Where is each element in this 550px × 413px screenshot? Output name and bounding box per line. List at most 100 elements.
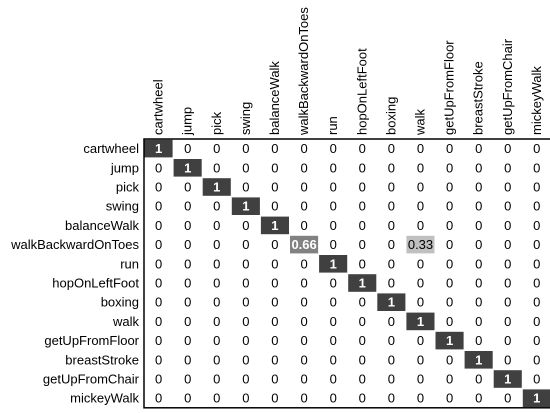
cell-0-0: [144, 139, 173, 158]
cell-value-label: 0: [213, 333, 220, 348]
cell-value-label: 0: [388, 160, 395, 175]
cell-value-label: 1: [417, 314, 424, 329]
cell-value-label: 0: [388, 276, 395, 291]
column-labels: cartwheel jump pick swing balanceWalk walkBac…: [151, 7, 544, 136]
cell-value-label: 0: [184, 314, 191, 329]
cell-value-label: 0: [242, 352, 249, 367]
cell-value-label: 0: [213, 218, 220, 233]
cell-value-label: 0: [300, 180, 307, 195]
cell-11-11: [464, 351, 493, 369]
cell-value-label: 0: [417, 391, 424, 406]
row-label: jump: [110, 160, 139, 175]
cell-value-label: 0: [359, 372, 366, 387]
row-label: walk: [112, 314, 140, 329]
cell-value-label: 0: [359, 199, 366, 214]
row-label: hopOnLeftFoot: [52, 276, 139, 291]
cell-value-label: 1: [533, 391, 540, 406]
cell-value-label: 0: [155, 333, 162, 348]
cell-value-label: 0: [213, 295, 220, 310]
cell-value-label: 0: [475, 333, 482, 348]
cell-value-label: 0: [155, 295, 162, 310]
cell-value-label: 0: [504, 391, 511, 406]
cell-value-label: 0: [242, 256, 249, 271]
column-label: getUpFromChair: [500, 38, 515, 135]
cell-value-label: 0: [330, 352, 337, 367]
cell-value-label: 0: [155, 199, 162, 214]
cell-value-label: 1: [388, 295, 395, 310]
column-label: getUpFromFloor: [442, 40, 457, 135]
cell-value-label: 0: [533, 237, 540, 252]
cell-value-label: 0: [155, 276, 162, 291]
cell-value-label: 0: [475, 295, 482, 310]
cell-value-label: 0: [533, 333, 540, 348]
cell-2-2: [202, 178, 231, 196]
cell-value-label: 0: [213, 314, 220, 329]
cell-value-label: 0: [388, 180, 395, 195]
cell-value-label: 0: [417, 352, 424, 367]
cell-value-label: 0: [300, 256, 307, 271]
cell-value-label: 0: [475, 276, 482, 291]
cell-value-label: 0: [533, 141, 540, 156]
cell-value-label: 0: [388, 314, 395, 329]
cell-value-label: 0: [533, 218, 540, 233]
cell-value-label: 0: [388, 218, 395, 233]
cell-value-label: 1: [446, 333, 453, 348]
cell-value-label: 0: [271, 199, 278, 214]
cell-value-label: 0: [446, 352, 453, 367]
cell-value-label: 0: [359, 295, 366, 310]
cell-value-label: 0: [271, 141, 278, 156]
row-label: swing: [106, 199, 139, 214]
cell-value-label: 0: [271, 256, 278, 271]
cell-value-label: 0: [446, 237, 453, 252]
cell-value-label: 0: [300, 160, 307, 175]
cell-value-label: 0: [330, 237, 337, 252]
cell-value-label: 0: [242, 314, 249, 329]
cell-value-label: 0: [242, 333, 249, 348]
cell-value-label: 0: [388, 391, 395, 406]
cell-value-label: 0: [417, 295, 424, 310]
cell-value-label: 0: [359, 314, 366, 329]
cell-value-label: 1: [475, 352, 482, 367]
cell-value-label: 0: [213, 199, 220, 214]
cell-value-label: 0: [330, 180, 337, 195]
cell-value-label: 0: [504, 352, 511, 367]
cell-value-label: 0: [417, 199, 424, 214]
cell-value-label: 0: [184, 180, 191, 195]
cell-value-label: 0: [446, 199, 453, 214]
cell-value-label: 0: [330, 333, 337, 348]
cell-value-label: 0: [388, 333, 395, 348]
matrix-border: [143, 138, 550, 409]
column-label: boxing: [383, 97, 398, 135]
column-label: swing: [238, 102, 253, 135]
cell-value-label: 0: [533, 256, 540, 271]
cell-value-label: 0: [446, 391, 453, 406]
cell-value-label: 0: [359, 256, 366, 271]
cell-value-label: 1: [184, 160, 191, 175]
cell-value-label: 0: [475, 160, 482, 175]
cell-value-label: 0: [504, 141, 511, 156]
cell-value-label: 0: [475, 141, 482, 156]
cell-value-label: 0: [300, 372, 307, 387]
cell-value-label: 0: [242, 276, 249, 291]
cell-8-8: [377, 293, 406, 311]
cell-value-label: 0: [388, 352, 395, 367]
column-label: breastStroke: [471, 61, 486, 135]
cell-value-label: 0: [300, 314, 307, 329]
cell-value-label: 1: [213, 180, 220, 195]
row-label: pick: [116, 180, 140, 195]
cell-value-label: 0: [446, 256, 453, 271]
cell-value-label: 0: [446, 160, 453, 175]
cell-value-label: 0: [359, 237, 366, 252]
cell-value-label: 0: [271, 314, 278, 329]
cell-value-label: 0: [504, 256, 511, 271]
cell-value-label: 0: [330, 276, 337, 291]
row-label: mickeyWalk: [70, 391, 139, 406]
cell-value-label: 0: [300, 352, 307, 367]
cell-value-label: 0: [242, 160, 249, 175]
cell-value-label: 0: [242, 391, 249, 406]
cell-value-label: 0: [330, 141, 337, 156]
cell-value-label: 0: [184, 256, 191, 271]
row-label: boxing: [101, 295, 139, 310]
cell-value-label: 0: [359, 160, 366, 175]
row-label: run: [120, 256, 139, 271]
